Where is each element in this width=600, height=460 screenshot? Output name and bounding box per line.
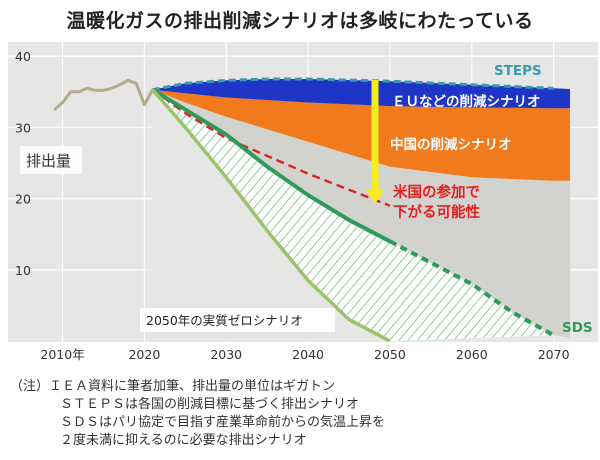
sds-label: SDS xyxy=(562,320,593,336)
eu-scenario-label: ＥＵなどの削減シナリオ xyxy=(392,93,541,110)
x-tick-label: 2050 xyxy=(374,347,406,362)
x-tick-label: 2030 xyxy=(210,347,242,362)
us-participation-line xyxy=(151,88,391,207)
sds-line-dashed xyxy=(388,239,555,338)
us-label-line1: 米国の参加で xyxy=(393,183,480,201)
steps-label: STEPS xyxy=(494,63,542,79)
eu-scenario-band xyxy=(152,79,570,109)
y-tick-label: 10 xyxy=(15,263,31,278)
china-scenario-label: 中国の削減シナリオ xyxy=(390,136,512,153)
net-zero-line xyxy=(151,88,391,342)
x-tick-label: 2060 xyxy=(456,347,488,362)
x-tick-label: 2070 xyxy=(538,347,570,362)
x-tick-label: 2040 xyxy=(292,347,324,362)
x-tick-label: 2010年 xyxy=(40,347,84,362)
y-tick-label: 20 xyxy=(15,192,31,207)
historical-emissions-line xyxy=(53,78,154,111)
footnotes: （注）ＩＥＡ資料に筆者加筆、排出量の単位はギガトン ＳＴＥＰＳは各国の削減目標に… xyxy=(10,378,385,450)
yellow-arrow-head xyxy=(366,190,384,204)
scenario-lines xyxy=(53,77,555,342)
y-axis-label: 排出量 xyxy=(26,152,71,170)
footnote-line: ２度未満に抑えるのに必要な排出シナリオ xyxy=(60,433,307,448)
chart-title: 温暖化ガスの排出削減シナリオは多岐にわたっている xyxy=(66,10,534,32)
footnote-line: ＳＤＳはパリ協定で目指す産業革命前からの気温上昇を xyxy=(60,415,386,430)
footnote-line: （注）ＩＥＡ資料に筆者加筆、排出量の単位はギガトン xyxy=(10,379,336,394)
emissions-chart: 2010年 2020 2030 2040 2050 2060 207010203040排出量… xyxy=(8,42,598,362)
net-zero-label-box xyxy=(140,308,335,332)
sds-line-solid xyxy=(151,87,391,244)
sds-hatched-area xyxy=(152,89,554,341)
scenario-areas xyxy=(152,79,570,341)
footnote-line: ＳＴＥＰＳは各国の削減目標に基づく排出シナリオ xyxy=(60,397,360,412)
steps-line xyxy=(152,77,554,92)
net-zero-label: 2050年の実質ゼロシナリオ xyxy=(146,313,303,328)
y-tick-label: 30 xyxy=(15,120,31,135)
y-tick-label: 40 xyxy=(15,49,31,64)
us-label-line2: 下がる可能性 xyxy=(393,203,480,221)
x-tick-label: 2020 xyxy=(128,347,160,362)
china-scenario-band xyxy=(152,89,570,181)
y-axis-label-box xyxy=(20,146,82,174)
